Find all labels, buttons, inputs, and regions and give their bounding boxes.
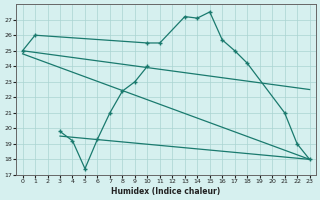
X-axis label: Humidex (Indice chaleur): Humidex (Indice chaleur) xyxy=(111,187,221,196)
